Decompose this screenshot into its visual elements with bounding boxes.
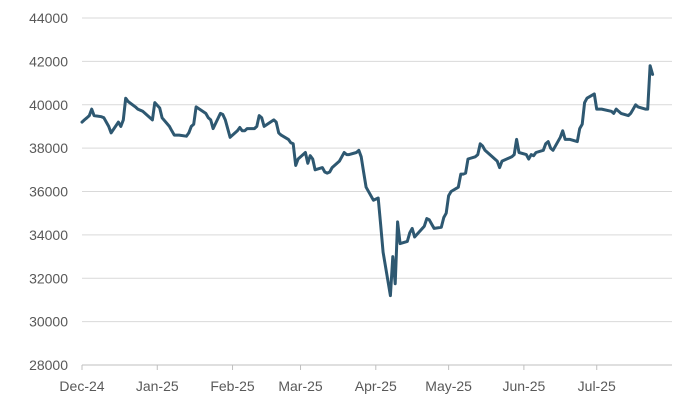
x-axis-tick-labels: Dec-24 Jan-25 Feb-25 Mar-25 Apr-25 May-25 Jun-… <box>59 378 616 394</box>
y-tick-label: 42000 <box>29 53 68 69</box>
y-tick-label: 44000 <box>29 10 68 26</box>
series-line-0 <box>80 64 655 298</box>
x-tick-label: Jun-25 <box>502 378 545 394</box>
y-tick-label: 40000 <box>29 97 68 113</box>
x-tick-label: Jul-25 <box>578 378 616 394</box>
y-tick-label: 34000 <box>29 227 68 243</box>
x-tick-label: Feb-25 <box>210 378 255 394</box>
x-tick-label: Mar-25 <box>278 378 323 394</box>
x-tick-label: May-25 <box>425 378 472 394</box>
x-tick-label: Jan-25 <box>136 378 179 394</box>
y-tick-label: 38000 <box>29 140 68 156</box>
gridlines <box>82 17 672 323</box>
y-axis-tick-labels: 28000 30000 32000 34000 36000 38000 40000 42000… <box>29 10 68 373</box>
y-tick-label: 30000 <box>29 314 68 330</box>
x-tick-label: Dec-24 <box>59 378 104 394</box>
y-tick-label: 28000 <box>29 357 68 373</box>
x-axis <box>81 364 672 370</box>
y-tick-label: 36000 <box>29 184 68 200</box>
x-tick-label: Apr-25 <box>355 378 397 394</box>
series-layer <box>80 64 655 298</box>
y-tick-label: 32000 <box>29 270 68 286</box>
